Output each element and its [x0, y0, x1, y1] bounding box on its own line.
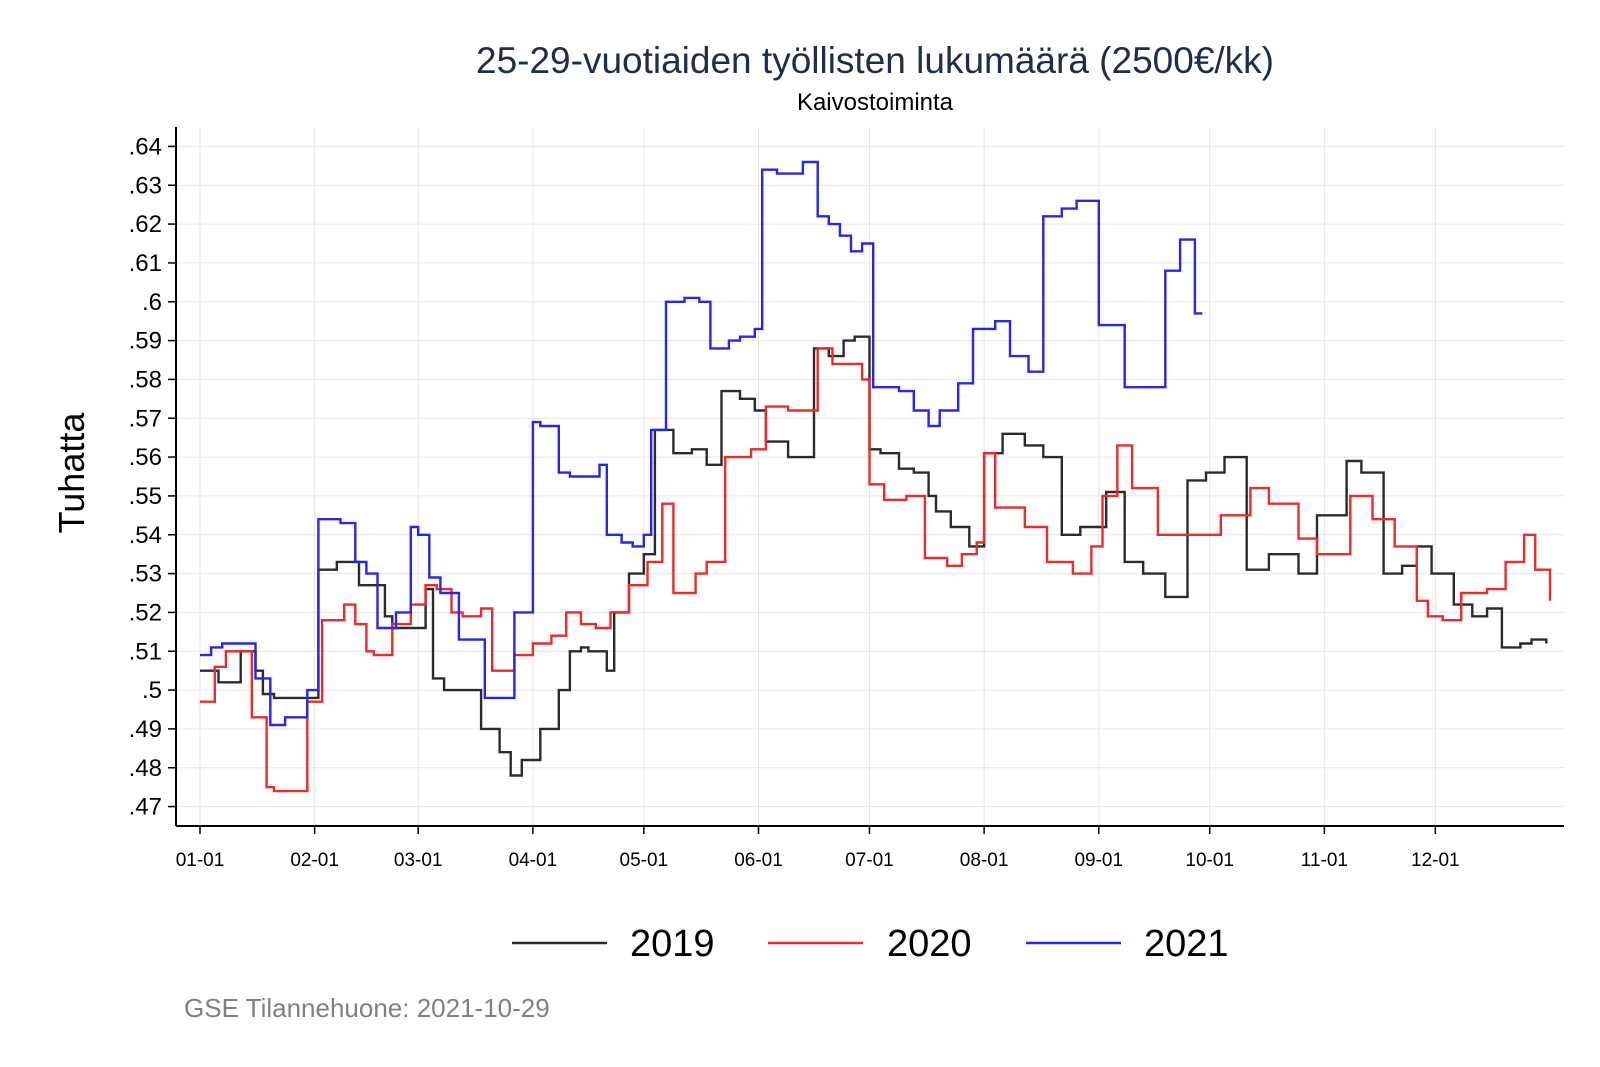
legend: 2019 2020 2021	[512, 923, 1229, 965]
y-tick-label: .53	[129, 561, 162, 588]
y-tick-label: .47	[129, 794, 162, 821]
x-tick-label: 10-01	[1185, 850, 1234, 871]
x-tick-label: 03-01	[394, 850, 443, 871]
y-tick-label: .64	[129, 133, 162, 160]
y-tick-label: .58	[129, 366, 162, 393]
legend-label-2020: 2020	[887, 923, 972, 965]
chart-title: 25-29-vuotiaiden työllisten lukumäärä (2…	[476, 40, 1274, 81]
source-note: GSE Tilannehuone: 2021-10-29	[184, 993, 550, 1023]
y-tick-label: .59	[129, 328, 162, 355]
y-tick-label: .5	[142, 677, 162, 704]
y-ticks: .47 .48 .49 .5 .51 .52 .53 .54 .55 .56 .57 .58 .59 .6…	[129, 133, 176, 820]
y-tick-label: .48	[129, 755, 162, 782]
series-lines	[200, 162, 1550, 791]
y-axis-label: Tuhatta	[51, 412, 92, 534]
y-tick-label: .6	[142, 289, 162, 316]
series-line-2020	[200, 348, 1550, 791]
x-tick-label: 09-01	[1074, 850, 1123, 871]
legend-label-2021: 2021	[1144, 923, 1229, 965]
x-tick-label: 05-01	[620, 850, 669, 871]
legend-item-2021: 2021	[1026, 923, 1229, 965]
y-tick-label: .63	[129, 172, 162, 199]
x-tick-label: 11-01	[1301, 850, 1348, 871]
legend-item-2020: 2020	[768, 923, 972, 965]
chart-canvas: 25-29-vuotiaiden työllisten lukumäärä (2…	[0, 0, 1600, 1067]
x-tick-label: 12-01	[1411, 850, 1460, 871]
series-line-2021	[200, 162, 1202, 725]
y-tick-label: .54	[129, 522, 162, 549]
legend-label-2019: 2019	[630, 923, 715, 965]
y-tick-label: .61	[129, 250, 162, 277]
y-tick-label: .57	[129, 405, 162, 432]
x-tick-label: 01-01	[176, 850, 225, 871]
x-ticks: 01-01 02-01 03-01 04-01 05-01 06-01 07-01 08-01…	[176, 826, 1460, 871]
x-tick-label: 08-01	[960, 850, 1009, 871]
y-tick-label: .62	[129, 211, 162, 238]
x-tick-label: 04-01	[509, 850, 558, 871]
chart-subtitle: Kaivostoiminta	[797, 89, 954, 116]
y-tick-label: .51	[129, 638, 162, 665]
y-tick-label: .56	[129, 444, 162, 471]
y-tick-label: .52	[129, 599, 162, 626]
y-tick-label: .49	[129, 716, 162, 743]
x-tick-label: 07-01	[845, 850, 894, 871]
x-tick-label: 02-01	[290, 850, 339, 871]
y-tick-label: .55	[129, 483, 162, 510]
series-line-2019	[200, 337, 1546, 776]
x-tick-label: 06-01	[734, 850, 783, 871]
legend-item-2019: 2019	[512, 923, 715, 965]
